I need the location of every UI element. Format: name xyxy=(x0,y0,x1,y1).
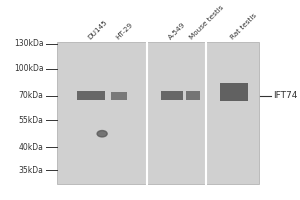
Text: A-549: A-549 xyxy=(168,21,187,40)
Bar xyxy=(110,92,127,100)
Bar xyxy=(77,91,105,100)
Text: DU145: DU145 xyxy=(87,19,108,40)
Bar xyxy=(161,91,183,100)
Text: HT-29: HT-29 xyxy=(115,21,134,40)
Text: 55kDa: 55kDa xyxy=(19,116,44,125)
Text: 130kDa: 130kDa xyxy=(14,39,43,48)
Bar xyxy=(220,83,248,101)
Bar xyxy=(186,91,200,100)
Text: 70kDa: 70kDa xyxy=(19,91,44,100)
Text: 35kDa: 35kDa xyxy=(19,166,44,175)
Text: Rat testis: Rat testis xyxy=(230,12,258,40)
Text: Mouse testis: Mouse testis xyxy=(189,4,225,40)
Text: 100kDa: 100kDa xyxy=(14,64,43,73)
Text: 40kDa: 40kDa xyxy=(19,143,44,152)
Circle shape xyxy=(97,131,107,137)
Text: IFT74: IFT74 xyxy=(273,91,297,100)
Bar xyxy=(57,42,259,184)
